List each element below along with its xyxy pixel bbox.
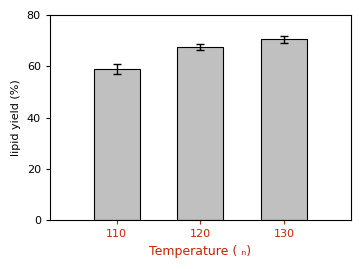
Bar [177,47,223,220]
Bar [94,69,140,220]
X-axis label: Temperature ( ₙ): Temperature ( ₙ) [149,245,252,258]
Bar [261,40,307,220]
Y-axis label: lipid yield (%): lipid yield (%) [11,79,21,156]
